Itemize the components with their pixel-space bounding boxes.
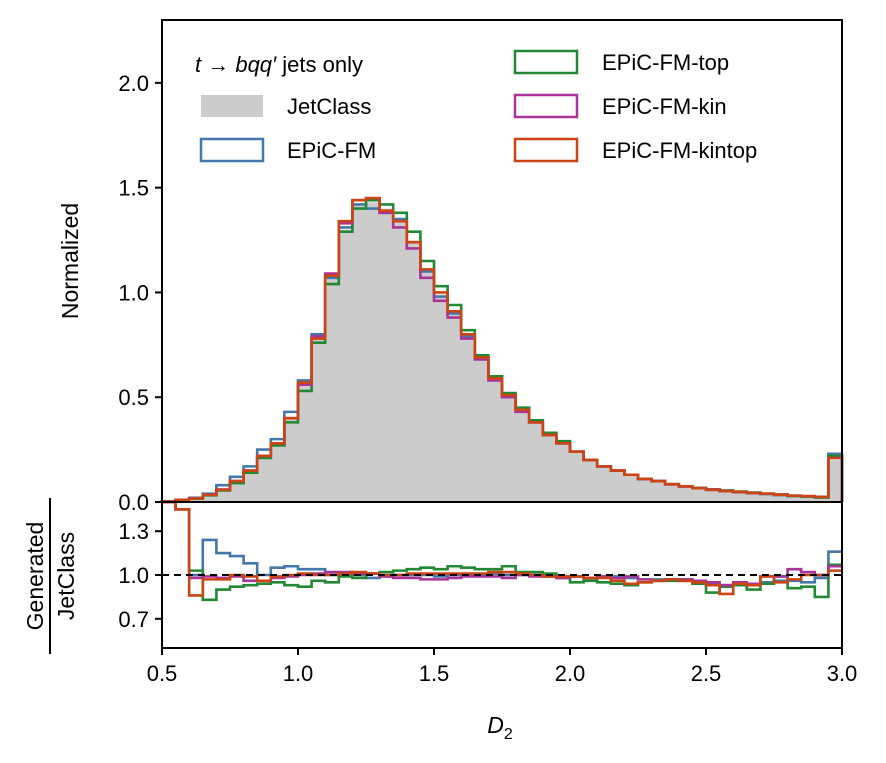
jetclass-bar — [447, 313, 462, 502]
jetclass-bar — [352, 204, 367, 502]
ratio-y-tick-label: 1.3 — [118, 519, 149, 544]
jetclass-bar — [610, 470, 625, 502]
jetclass-bar — [529, 422, 544, 502]
jetclass-bar — [597, 466, 612, 502]
jetclass-bar — [420, 271, 435, 502]
jetclass-bar — [434, 294, 448, 502]
legend-title-process: t → bqq′ — [195, 52, 277, 77]
jetclass-bar — [298, 384, 312, 502]
main-step-lines — [160, 196, 844, 503]
legend-title-suffix: jets only — [276, 52, 363, 77]
x-ticks: 0.5 1.0 1.5 2.0 2.5 3.0 — [147, 648, 858, 686]
jetclass-bar — [828, 460, 843, 502]
main-y-tick-label: 1.5 — [118, 176, 149, 201]
jetclass-bar — [774, 494, 788, 502]
x-tick-label: 2.0 — [555, 661, 586, 686]
jetclass-bar — [787, 495, 802, 502]
jetclass-bars — [162, 202, 843, 503]
jetclass-bar — [583, 460, 598, 502]
legend-swatch-epic-fm-kin — [513, 93, 579, 119]
jetclass-bar — [665, 484, 680, 502]
legend: t → bqq′ jets only JetClass EPiC-FM EPiC… — [195, 49, 757, 163]
jetclass-bar — [474, 357, 489, 502]
x-tick-label: 1.0 — [283, 661, 314, 686]
legend-label-epic-fm-kintop: EPiC-FM-kintop — [602, 138, 757, 163]
main-y-ticks: 0.0 0.5 1.0 1.5 2.0 — [118, 71, 162, 515]
ratio-y-axis-label: Generated JetClass — [22, 498, 79, 654]
ratio-y-denominator: JetClass — [53, 532, 79, 620]
legend-swatch-epic-fm-top — [513, 49, 579, 75]
jetclass-bar — [515, 409, 530, 502]
jetclass-bar — [216, 489, 231, 502]
jetclass-bar — [692, 487, 707, 502]
x-axis-label-subscript: 2 — [504, 726, 513, 743]
ratio-y-tick-label: 1.0 — [118, 563, 149, 588]
legend-label-epic-fm-top: EPiC-FM-top — [602, 50, 729, 75]
ratio-line-epic-fm-kintop — [162, 500, 842, 597]
x-tick-label: 1.5 — [419, 661, 450, 686]
jetclass-bar — [814, 496, 829, 502]
x-axis-label: D2 — [487, 712, 513, 743]
jetclass-bar — [488, 378, 503, 502]
x-tick-label: 2.5 — [691, 661, 722, 686]
legend-swatch-epic-fm — [199, 137, 265, 163]
jetclass-bar — [542, 434, 557, 502]
main-y-tick-label: 2.0 — [118, 71, 149, 96]
ratio-y-numerator: Generated — [22, 522, 48, 631]
jetclass-bar — [801, 496, 816, 502]
jetclass-bar — [733, 491, 748, 502]
main-y-axis-label: Normalized — [57, 203, 83, 319]
jetclass-bar — [270, 443, 285, 502]
legend-label-epic-fm: EPiC-FM — [287, 138, 376, 163]
main-y-tick-label: 0.5 — [118, 385, 149, 410]
x-tick-label: 0.5 — [147, 661, 178, 686]
x-axis-label-main: D — [487, 712, 504, 738]
legend-label-epic-fm-kin: EPiC-FM-kin — [602, 94, 727, 119]
jetclass-bar — [760, 493, 775, 502]
legend-swatch-epic-fm-kintop — [513, 137, 579, 163]
jetclass-bar — [243, 470, 258, 502]
jetclass-bar — [638, 478, 652, 502]
ratio-y-ticks: 0.7 1.0 1.3 — [118, 519, 162, 632]
main-y-tick-label: 1.0 — [118, 280, 149, 305]
jetclass-bar — [624, 474, 639, 502]
ratio-y-tick-label: 0.7 — [118, 607, 149, 632]
main-y-tick-label: 0.0 — [118, 490, 149, 515]
jetclass-bar — [461, 336, 476, 502]
jetclass-bar — [556, 443, 571, 502]
jetclass-bar — [379, 208, 394, 502]
jetclass-bar — [257, 455, 272, 502]
jetclass-bar — [311, 338, 326, 502]
jetclass-bar — [284, 418, 299, 502]
legend-title: t → bqq′ jets only — [195, 52, 363, 77]
jetclass-bar — [651, 481, 666, 502]
jetclass-bar — [393, 221, 408, 502]
jetclass-bar — [678, 486, 693, 502]
jetclass-bar — [570, 451, 584, 502]
jetclass-bar — [406, 242, 421, 502]
jetclass-bar — [189, 498, 204, 502]
jetclass-bar — [366, 202, 380, 503]
jetclass-bar — [502, 395, 516, 502]
jetclass-bar — [202, 494, 217, 502]
jetclass-bar — [325, 277, 340, 502]
jetclass-bar — [338, 229, 353, 502]
jetclass-bar — [746, 492, 761, 502]
series-line-epic-fm-kintop — [160, 196, 844, 503]
legend-swatch-jetclass — [201, 95, 263, 117]
jetclass-bar — [719, 490, 734, 502]
jetclass-bar — [706, 489, 720, 502]
legend-label-jetclass: JetClass — [287, 94, 371, 119]
jetclass-bar — [230, 481, 244, 502]
x-tick-label: 3.0 — [827, 661, 858, 686]
